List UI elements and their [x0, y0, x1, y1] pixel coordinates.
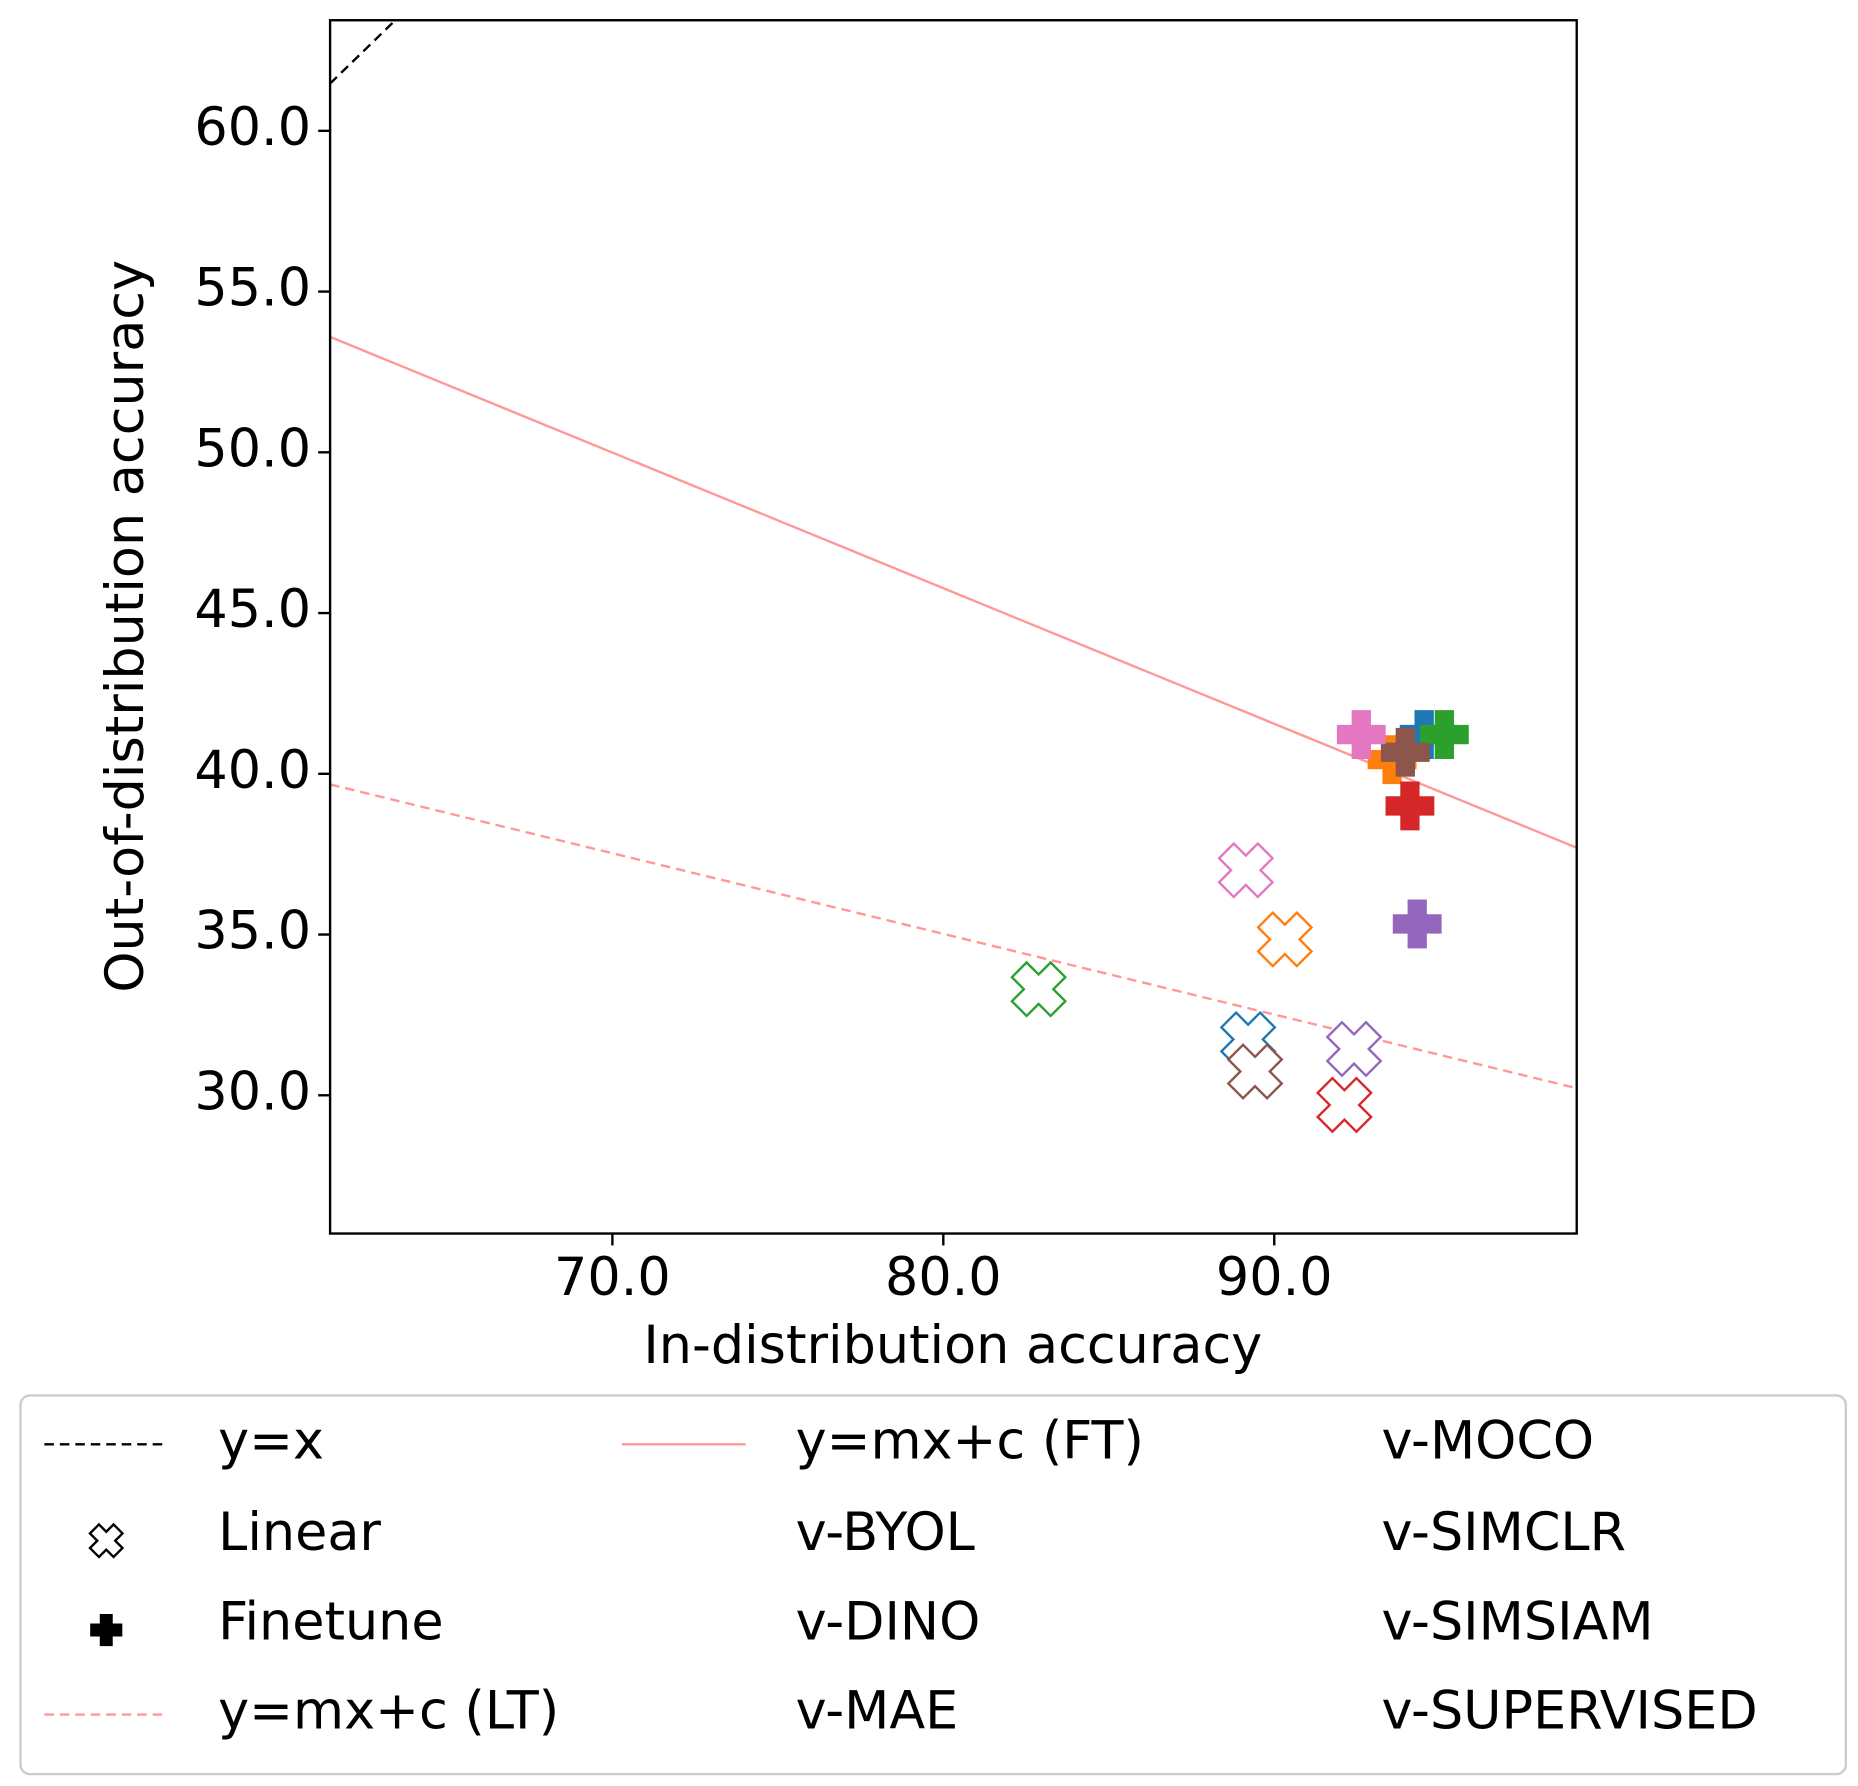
legend-label: Linear — [218, 1502, 381, 1563]
y-tick-label: 55.0 — [194, 258, 311, 319]
data-point — [1256, 910, 1314, 968]
legend-marker — [88, 1522, 125, 1559]
data-point — [1226, 1043, 1284, 1100]
legend-marker — [90, 1613, 123, 1647]
legend-label: y=mx+c (FT) — [796, 1410, 1144, 1471]
x-tick-label: 80.0 — [885, 1247, 1002, 1308]
legend-label: v-DINO — [796, 1591, 981, 1652]
fit-line — [330, 783, 1577, 1090]
data-point — [1419, 710, 1469, 759]
y-tick-label: 30.0 — [194, 1061, 311, 1122]
data-point — [1325, 1020, 1383, 1078]
x-axis-label: In-distribution accuracy — [643, 1315, 1262, 1376]
plot-area — [330, 20, 1577, 1134]
y-axis-label: Out-of-distribution accuracy — [95, 260, 156, 993]
legend-label: v-BYOL — [796, 1502, 975, 1563]
legend — [19, 1394, 1848, 1776]
data-point — [1217, 841, 1275, 899]
x-tick-label: 90.0 — [1216, 1247, 1333, 1308]
data-point — [1385, 781, 1435, 831]
y-tick-label: 45.0 — [194, 579, 311, 640]
data-point — [1336, 710, 1386, 759]
legend-label: Finetune — [218, 1591, 443, 1652]
y-tick-label: 35.0 — [194, 901, 311, 962]
y-tick-label: 50.0 — [194, 418, 311, 479]
x-tick-label: 70.0 — [554, 1247, 671, 1308]
legend-label: v-SIMSIAM — [1381, 1591, 1653, 1652]
legend-label: v-MAE — [796, 1681, 959, 1742]
data-point — [1315, 1076, 1373, 1134]
y-tick-label: 40.0 — [194, 740, 311, 801]
axes-frame — [328, 19, 1578, 1235]
data-point — [1010, 960, 1068, 1018]
fit-line — [330, 20, 397, 85]
legend-label: v-SUPERVISED — [1381, 1681, 1757, 1742]
legend-label: v-SIMCLR — [1381, 1502, 1626, 1563]
data-point — [1392, 899, 1442, 949]
legend-label: y=x — [218, 1410, 324, 1471]
legend-label: v-MOCO — [1381, 1410, 1594, 1471]
legend-label: y=mx+c (LT) — [218, 1681, 559, 1742]
y-tick-label: 60.0 — [194, 97, 311, 158]
